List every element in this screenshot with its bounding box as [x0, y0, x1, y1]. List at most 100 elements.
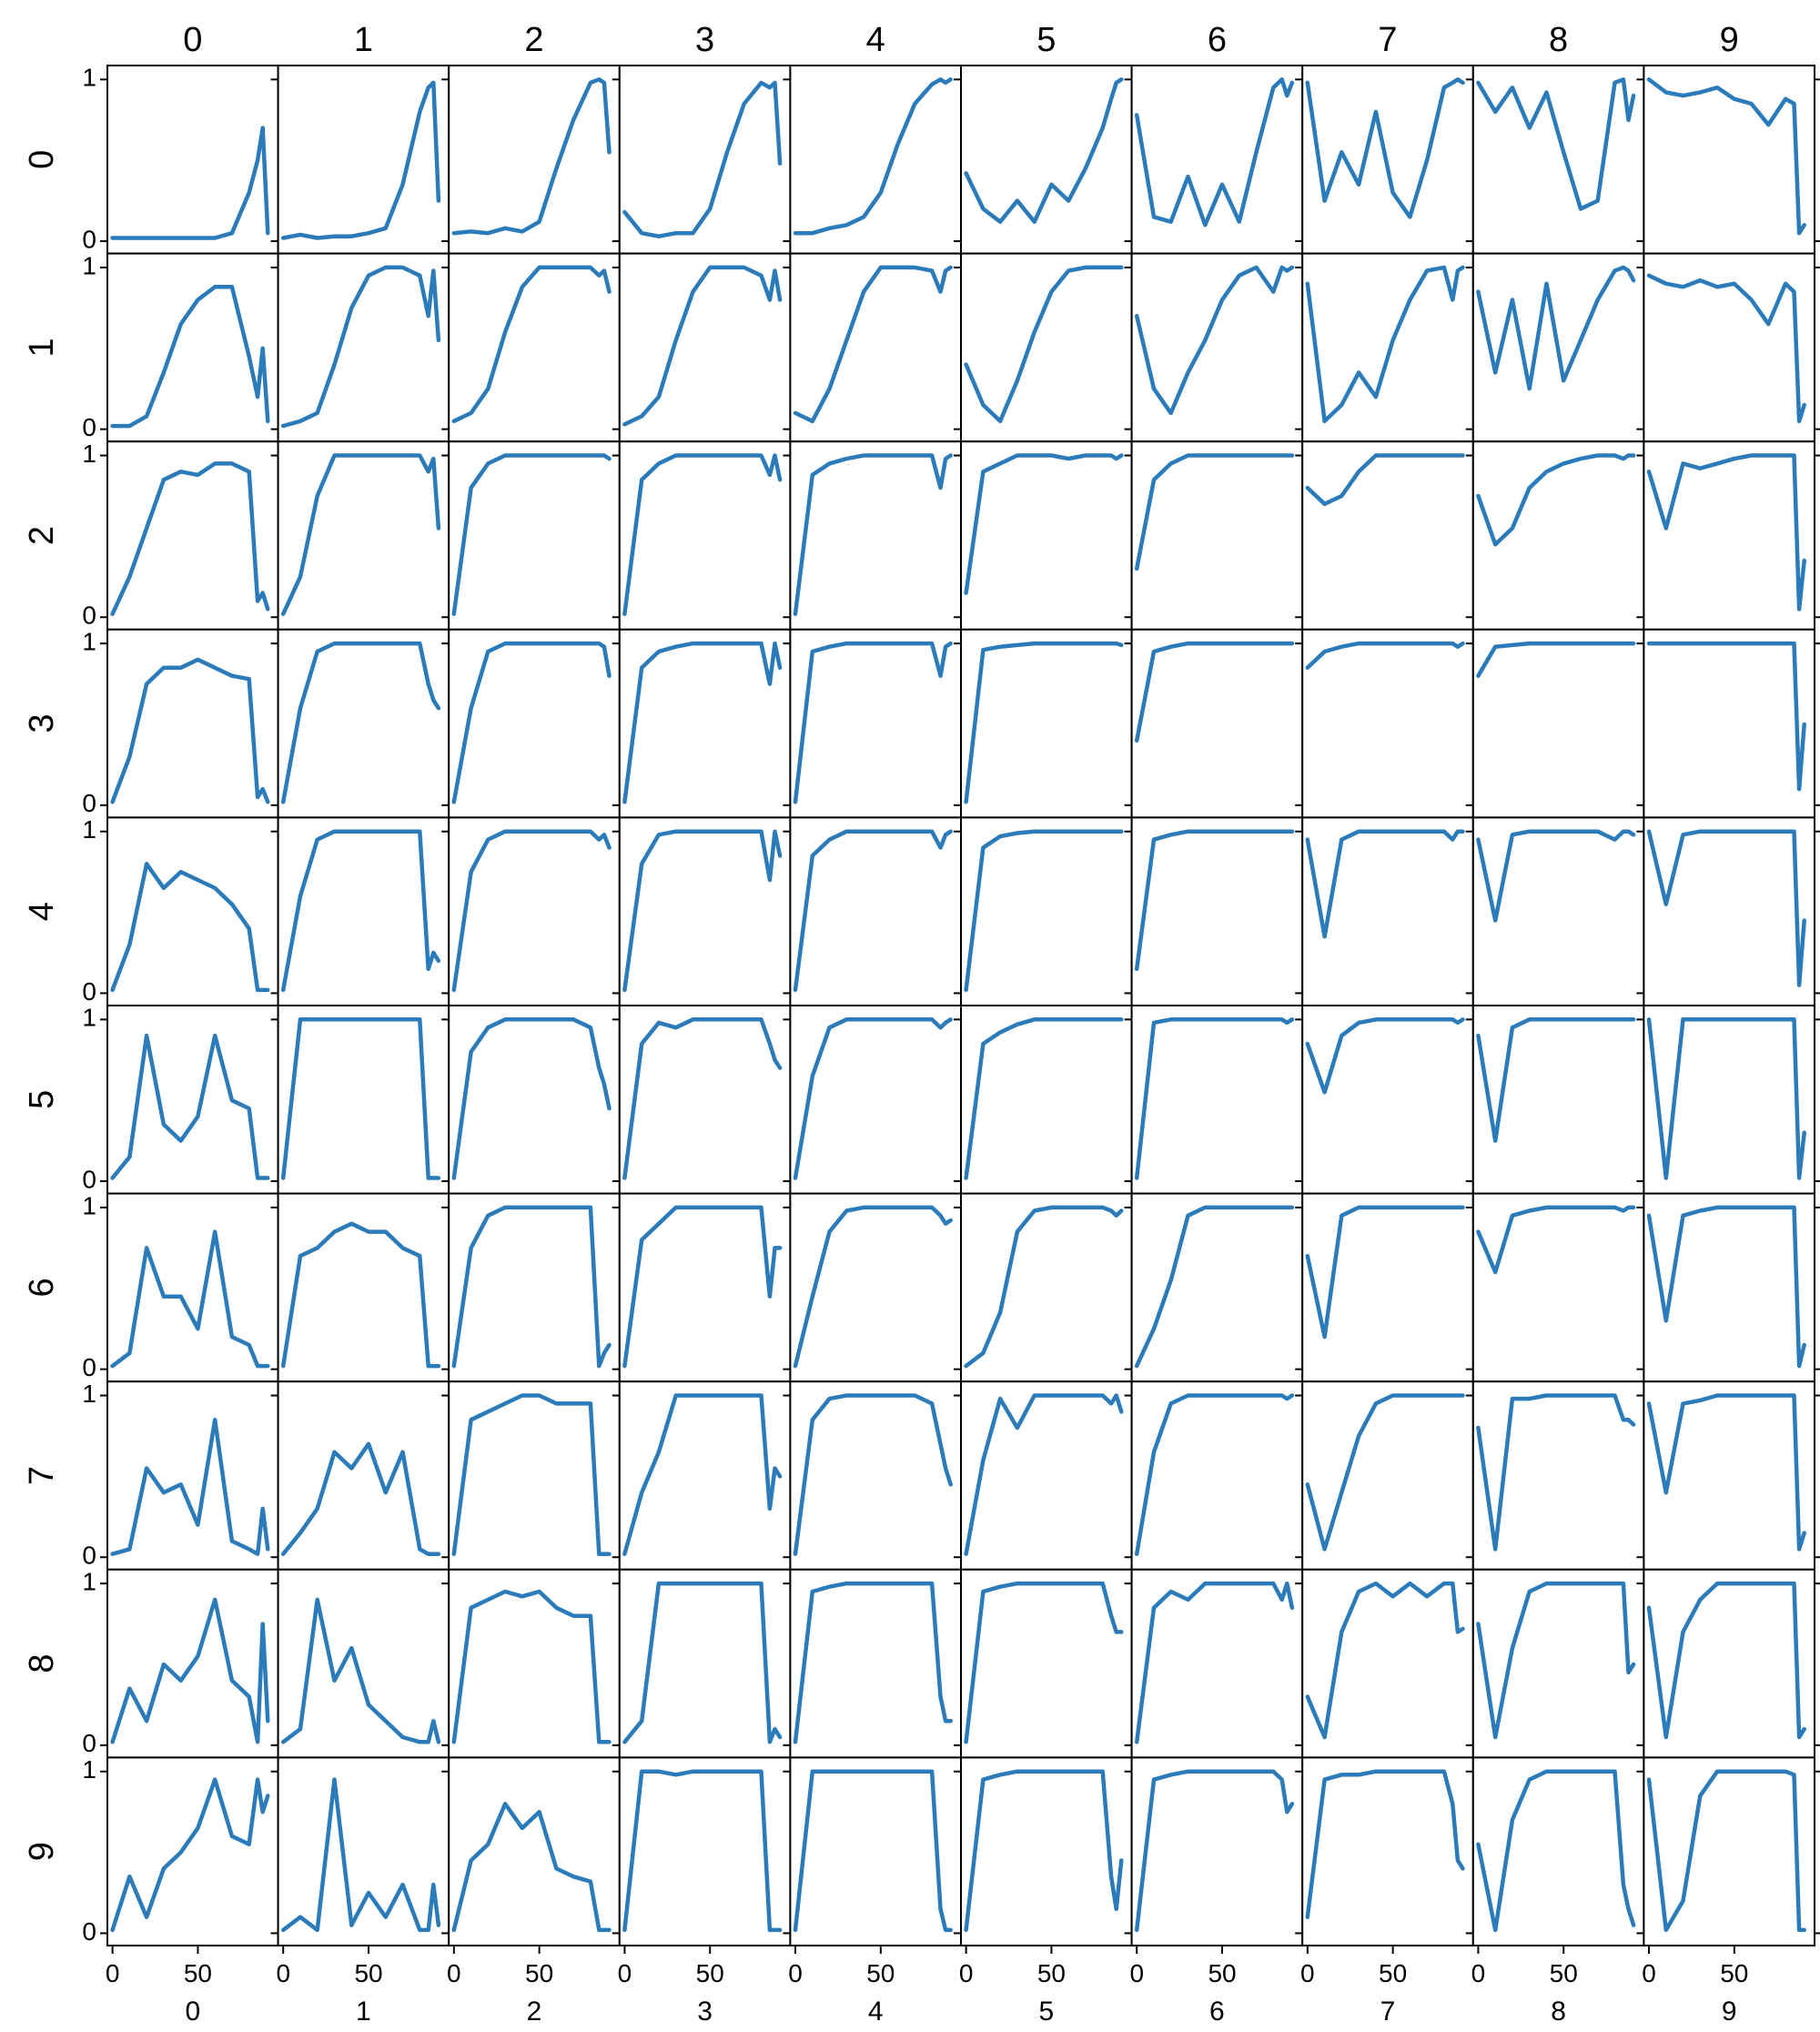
panel-frame	[106, 1380, 279, 1571]
series-line	[1476, 1769, 1636, 1933]
panel-r1-c3	[612, 252, 792, 443]
panel-frame	[1301, 1756, 1474, 1947]
panel-r9-c5	[954, 1756, 1133, 1954]
panel-r4-c7	[1295, 816, 1474, 1007]
panel-frame	[1130, 1568, 1304, 1759]
x-tick-label: 0	[1642, 1959, 1656, 1987]
series-line	[280, 1597, 441, 1744]
panel-r3-c7	[1295, 628, 1474, 819]
panel-r9-c7	[1295, 1756, 1474, 1954]
series-line	[1305, 1205, 1465, 1340]
panel-r4-c0	[100, 816, 279, 1007]
y-tick-label: 0	[82, 1353, 96, 1381]
panel-frame	[448, 1756, 621, 1947]
y-tick-label: 0	[82, 413, 96, 441]
panel-r7-c2	[441, 1380, 621, 1571]
series-line	[451, 829, 612, 993]
x-facet-label: 2	[527, 1997, 542, 2027]
series-line	[622, 1581, 783, 1744]
series-line	[280, 80, 441, 240]
panel-r9-c8	[1465, 1756, 1645, 1954]
series-line	[1305, 641, 1465, 671]
panel-r6-c9	[1636, 1192, 1820, 1383]
x-tick-label: 50	[696, 1959, 724, 1987]
panel-r5-c2	[441, 1005, 621, 1195]
series-line	[793, 265, 953, 424]
col-header: 3	[695, 21, 714, 59]
panel-r3-c2	[441, 628, 621, 819]
panel-r5-c0	[100, 1005, 279, 1195]
panel-r5-c7	[1295, 1005, 1474, 1195]
series-line	[964, 265, 1124, 424]
panel-r6-c6	[1124, 1192, 1304, 1383]
x-facet-label: 9	[1722, 1997, 1737, 2027]
panel-r3-c6	[1124, 628, 1304, 819]
series-line	[451, 1205, 612, 1369]
panel-r9-c4	[783, 1756, 963, 1954]
series-line	[793, 1205, 953, 1369]
panel-r7-c4	[783, 1380, 963, 1571]
panel-frame	[618, 440, 792, 631]
panel-r0-c7	[1295, 65, 1474, 255]
panel-r8-c1	[270, 1568, 450, 1759]
panel-frame	[277, 1756, 450, 1947]
series-line	[1134, 453, 1295, 571]
x-tick-label: 50	[1037, 1959, 1066, 1987]
panel-r0-c9	[1636, 65, 1820, 255]
panel-frame	[106, 252, 279, 443]
series-line	[1134, 641, 1295, 743]
y-tick-label: 1	[82, 628, 96, 656]
series-line	[1305, 1017, 1465, 1095]
x-facet-label: 6	[1209, 1997, 1225, 2027]
series-line	[1305, 265, 1465, 424]
series-line	[1305, 77, 1465, 219]
panel-r9-c2	[441, 1756, 621, 1954]
panel-r5-c4	[783, 1005, 963, 1195]
panel-frame	[448, 1568, 621, 1759]
series-line	[1476, 1393, 1636, 1552]
x-tick-label: 50	[1208, 1959, 1236, 1987]
x-facet-label: 0	[185, 1997, 200, 2027]
col-header: 0	[183, 21, 202, 59]
panel-r6-c5	[954, 1192, 1133, 1383]
row-header: 0	[23, 150, 61, 169]
y-tick-label: 0	[82, 977, 96, 1006]
panel-frame	[1301, 252, 1474, 443]
series-line	[110, 1777, 270, 1933]
panel-frame	[1643, 628, 1816, 819]
panel-r6-c7	[1295, 1192, 1474, 1383]
series-line	[451, 1802, 612, 1933]
col-header: 8	[1549, 21, 1568, 59]
col-header: 4	[866, 21, 885, 59]
panel-r7-c5	[954, 1380, 1133, 1571]
panel-r6-c4	[783, 1192, 963, 1383]
panel-r3-c4	[783, 628, 963, 819]
y-tick-label: 0	[82, 1542, 96, 1570]
series-line	[1134, 1769, 1295, 1933]
series-line	[1646, 1205, 1806, 1369]
x-tick-label: 50	[1720, 1959, 1748, 1987]
panel-r5-c6	[1124, 1005, 1304, 1195]
panel-frame	[789, 1380, 963, 1571]
panel-r3-c8	[1465, 628, 1645, 819]
panel-frame	[1130, 65, 1304, 255]
panel-frame	[1643, 1568, 1816, 1759]
series-line	[793, 829, 953, 993]
y-tick-label: 0	[82, 602, 96, 630]
x-tick-label: 0	[959, 1959, 974, 1987]
panel-r4-c8	[1465, 816, 1645, 1007]
series-line	[1134, 1393, 1295, 1556]
series-line	[1476, 1205, 1636, 1275]
series-line	[622, 1205, 783, 1369]
panel-frame	[789, 1192, 963, 1383]
series-line	[622, 453, 783, 616]
panel-r3-c0	[100, 628, 279, 819]
series-line	[110, 862, 270, 993]
panel-r0-c0	[100, 65, 279, 255]
panel-r0-c6	[1124, 65, 1304, 255]
x-facet-label: 4	[868, 1997, 884, 2027]
series-line	[280, 641, 441, 804]
panel-frame	[618, 65, 792, 255]
x-facet-label: 8	[1551, 1997, 1566, 2027]
panel-frame	[789, 1568, 963, 1759]
